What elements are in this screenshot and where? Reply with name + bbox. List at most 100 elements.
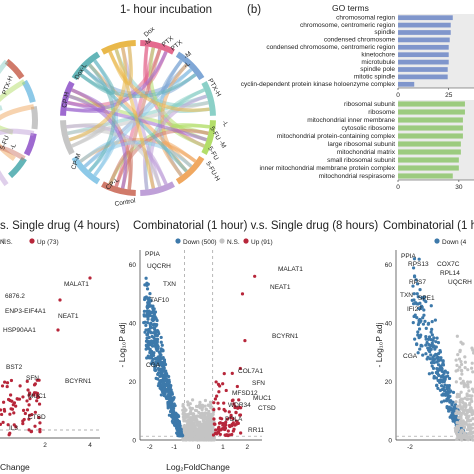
ns-point [462,385,466,389]
down-point [148,349,152,353]
down-point [432,357,437,362]
up-point [230,371,234,376]
chord-ribbon [67,128,162,188]
x-tick-label: 2 [43,442,47,449]
ns-point [458,365,462,369]
down-point [422,298,426,302]
chord-sector [140,181,175,196]
gene-label: SPE1 [418,295,435,302]
ns-point [471,348,474,352]
down-point [162,393,166,398]
ns-point [195,408,199,413]
x-tick-label: -2 [147,444,153,451]
y-tick-label: 60 [385,262,393,269]
up-point [212,408,216,412]
chord-sector [60,120,75,155]
down-point [172,395,176,400]
down-point [418,347,422,351]
down-point [436,340,441,345]
down-point [176,424,180,429]
chord-sector [71,155,101,185]
down-point [160,343,164,347]
ns-point [455,404,460,408]
down-point [440,400,444,404]
up-point [235,384,239,389]
down-point [150,334,154,339]
down-point [444,392,448,396]
ns-point [193,428,197,432]
up-point [0,422,3,426]
down-point [430,341,434,345]
go-bar [398,173,453,179]
go-term-label: spindle pole [360,66,395,73]
down-point [158,352,162,356]
down-point [417,327,422,331]
down-point [421,353,425,357]
ns-point [201,429,205,433]
go-terms-header: GO terms [332,3,369,13]
y-tick-label: 0 [132,438,136,445]
down-point [145,339,149,343]
down-point [167,391,172,395]
up-point [225,417,230,421]
down-point [172,409,176,413]
up-point [233,405,237,410]
panel-b-label: (b) [247,4,261,16]
go-bar [398,44,449,50]
down-point [160,390,165,394]
ns-point [461,400,465,405]
ns-point [188,431,192,435]
down-point [416,330,420,334]
down-point [165,387,170,391]
x-tick-label: 2 [246,444,250,451]
down-point [446,374,450,378]
ns-point [460,428,464,432]
chord-ribbon [161,141,197,177]
chord-sector [175,155,205,185]
down-point [418,287,422,292]
up-point [227,410,231,414]
up-point [36,395,40,400]
ns-point [459,359,463,364]
down-point [168,401,173,405]
legend-ns-marker [1,238,7,244]
chord-ribbon [114,48,156,189]
down-point [435,360,439,364]
ns-point [189,407,194,411]
down-point [158,379,162,383]
up-point [27,403,31,407]
down-point [144,276,148,280]
up-point [37,416,41,420]
go-term-label: mitochondrial respirasome [319,173,396,180]
down-point [430,333,434,337]
down-point [442,399,446,403]
down-point [160,383,164,388]
ns-point [203,411,208,415]
go-bar [398,141,461,147]
ns-point [190,428,194,432]
go-bar [398,125,463,131]
up-point [240,292,245,296]
down-point [146,301,150,305]
ns-point [197,410,201,415]
ns-point [454,411,458,416]
up-point [212,422,216,426]
ns-point [466,431,471,436]
down-point [159,349,164,353]
ns-point [208,400,213,404]
legend-up-label: Up (91) [251,239,273,246]
ns-point [206,403,210,407]
down-point [442,376,446,380]
chord-sector [175,51,205,81]
up-point [37,402,42,406]
up-point [38,421,42,425]
go-term-label: large ribosomal subunit [328,141,395,148]
down-point [430,327,434,331]
gene-label: COX7C [437,261,460,268]
gene-label: BCYRN1 [65,378,92,385]
up-point [28,392,32,396]
down-point [150,355,154,359]
down-point [416,322,421,327]
legend-ns-label: N.S. [227,239,240,246]
